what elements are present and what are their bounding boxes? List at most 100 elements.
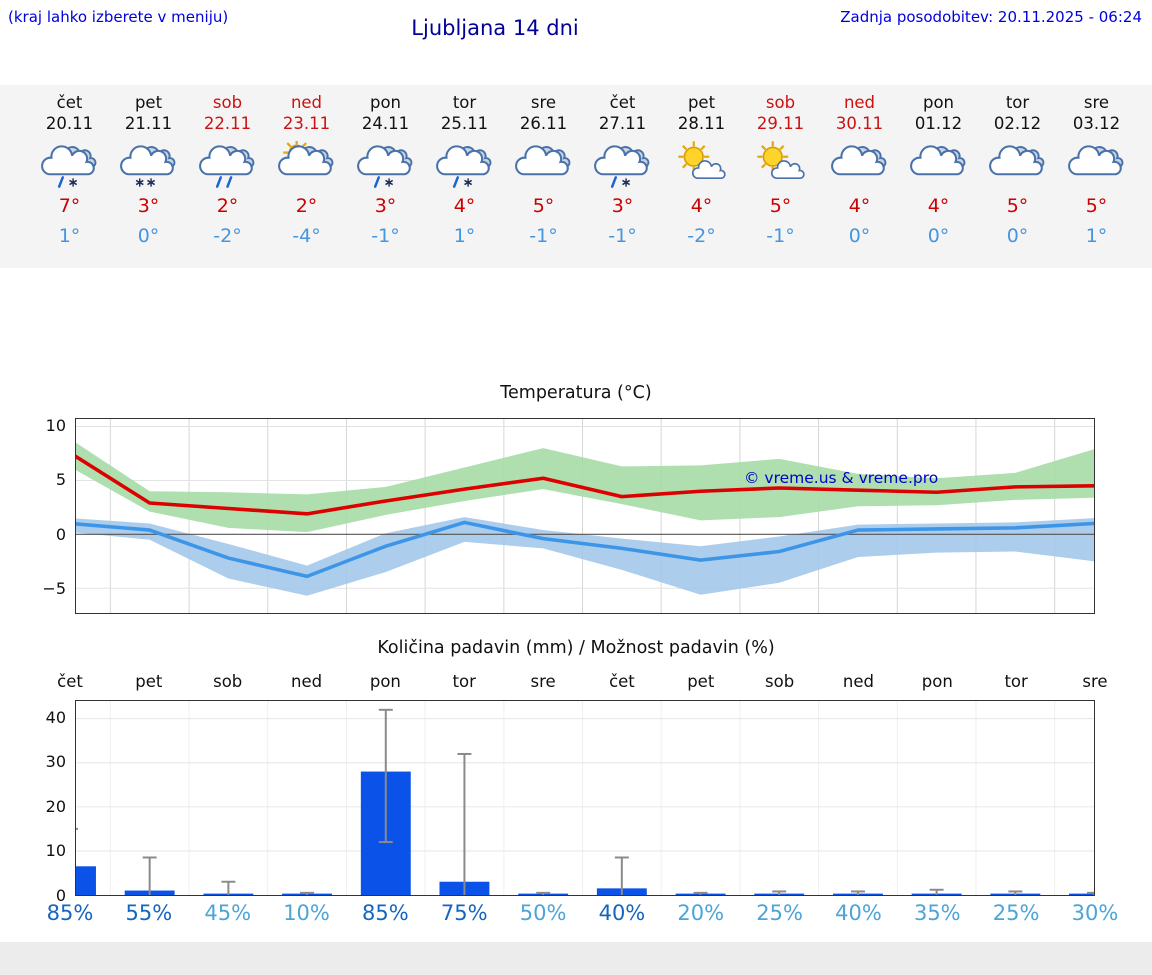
temp-max: 4° (453, 195, 476, 217)
precip-probability: 50% (519, 901, 567, 925)
precip-day-label: sre (1082, 672, 1108, 691)
temp-min: 1° (58, 225, 81, 247)
precip-day-label: pon (369, 672, 401, 691)
temp-min: 0° (927, 225, 950, 247)
weather-icon-cloudy (827, 141, 893, 191)
day-date: 26.11 (519, 114, 568, 133)
watermark-link[interactable]: © vreme.us & vreme.pro (744, 469, 939, 487)
weather-icon-cloudy (906, 141, 972, 191)
precip-day-label: ned (290, 672, 323, 691)
temp-min: -1° (608, 225, 637, 247)
precip-day-label: pon (921, 672, 953, 691)
forecast-day[interactable]: čet 20.11 7° 1° (30, 91, 109, 268)
y-axis-label: 5 (55, 470, 66, 490)
forecast-day[interactable]: sre 26.11 5° -1° (504, 91, 583, 268)
y-axis-label: 30 (45, 752, 66, 772)
forecast-day[interactable]: ned 30.11 4° 0° (820, 91, 899, 268)
precip-plot (75, 700, 1095, 896)
day-date: 22.11 (203, 114, 252, 133)
precip-probability: 25% (992, 901, 1040, 925)
day-date: 20.11 (45, 114, 94, 133)
day-name: tor (1005, 93, 1030, 112)
forecast-day[interactable]: pon 24.11 3° -1° (346, 91, 425, 268)
temperature-chart-title: Temperatura (°C) (500, 383, 652, 403)
day-date: 29.11 (756, 114, 805, 133)
temp-min: -1° (371, 225, 400, 247)
temperature-chart-svg (76, 419, 1094, 613)
forecast-day[interactable]: tor 25.11 4° 1° (425, 91, 504, 268)
forecast-day[interactable]: pon 01.12 4° 0° (899, 91, 978, 268)
weather-icon-sleet (590, 141, 656, 191)
precip-probability: 25% (756, 901, 803, 925)
weather-icon-cloudy (511, 141, 577, 191)
weather-icon-mostly-sunny (748, 141, 814, 191)
y-axis-label: 20 (45, 796, 66, 816)
forecast-day[interactable]: tor 02.12 5° 0° (978, 91, 1057, 268)
last-update: Zadnja posodobitev: 20.11.2025 - 06:24 (840, 8, 1142, 26)
day-name: ned (843, 93, 876, 112)
precip-probability: 40% (835, 901, 882, 925)
precip-probability: 40% (598, 901, 646, 925)
page-title: Ljubljana 14 dni (411, 16, 579, 40)
day-name: sob (212, 93, 243, 112)
y-axis-label: −5 (42, 578, 66, 598)
temp-min: -4° (292, 225, 321, 247)
precip-day-label: tor (452, 672, 476, 691)
day-date: 25.11 (440, 114, 489, 133)
forecast-day[interactable]: čet 27.11 3° -1° (583, 91, 662, 268)
temp-max: 4° (927, 195, 950, 217)
weather-icon-sleet (353, 141, 419, 191)
precip-day-label: čet (57, 672, 83, 691)
forecast-day[interactable]: sre 03.12 5° 1° (1057, 91, 1136, 268)
day-name: pet (687, 93, 716, 112)
precip-probability: 20% (677, 901, 725, 925)
y-axis-label: 10 (45, 841, 66, 861)
temp-min: 0° (137, 225, 160, 247)
precip-day-label: čet (609, 672, 635, 691)
day-date: 03.12 (1072, 114, 1121, 133)
forecast-day[interactable]: pet 21.11 3° 0° (109, 91, 188, 268)
precip-day-label: pet (687, 672, 715, 691)
weather-icon-partly-sunny (274, 139, 340, 191)
temp-min: 0° (848, 225, 871, 247)
day-name: sob (765, 93, 796, 112)
day-date: 21.11 (124, 114, 173, 133)
temp-max: 5° (1085, 195, 1108, 217)
weather-icon-cloudy (985, 141, 1051, 191)
temp-min: 1° (453, 225, 476, 247)
temp-max: 4° (690, 195, 713, 217)
forecast-day[interactable]: sob 29.11 5° -1° (741, 91, 820, 268)
temp-max: 3° (611, 195, 634, 217)
temp-max: 5° (769, 195, 792, 217)
precip-probability: 10% (283, 901, 330, 925)
day-date: 28.11 (677, 114, 726, 133)
weather-icon-rain (195, 141, 261, 191)
temp-min: 0° (1006, 225, 1029, 247)
precip-probability: 45% (204, 901, 252, 925)
forecast-strip: čet 20.11 7° 1° pet 21.11 3° 0° sob 22.11 2° -2° ned… (0, 85, 1152, 268)
forecast-day[interactable]: ned 23.11 2° -4° (267, 91, 346, 268)
weather-icon-sleet (37, 141, 103, 191)
day-date: 27.11 (598, 114, 647, 133)
day-date: 02.12 (993, 114, 1042, 133)
precip-probability: 55% (125, 901, 173, 925)
day-name: ned (290, 93, 323, 112)
temp-max: 3° (374, 195, 397, 217)
forecast-day[interactable]: pet 28.11 4° -2° (662, 91, 741, 268)
day-date: 23.11 (282, 114, 331, 133)
precip-chart-svg (76, 701, 1094, 895)
precip-day-label: sob (213, 672, 243, 691)
temp-min: -1° (766, 225, 795, 247)
day-name: sre (1083, 93, 1110, 112)
precip-chart-title: Količina padavin (mm) / Možnost padavin … (377, 638, 775, 658)
forecast-day[interactable]: sob 22.11 2° -2° (188, 91, 267, 268)
day-name: pon (922, 93, 955, 112)
temp-max: 5° (1006, 195, 1029, 217)
day-date: 24.11 (361, 114, 410, 133)
day-name: tor (452, 93, 477, 112)
temp-min: -1° (529, 225, 558, 247)
temperature-plot: © vreme.us & vreme.pro (75, 418, 1095, 614)
temp-min: -2° (687, 225, 716, 247)
day-date: 30.11 (835, 114, 884, 133)
